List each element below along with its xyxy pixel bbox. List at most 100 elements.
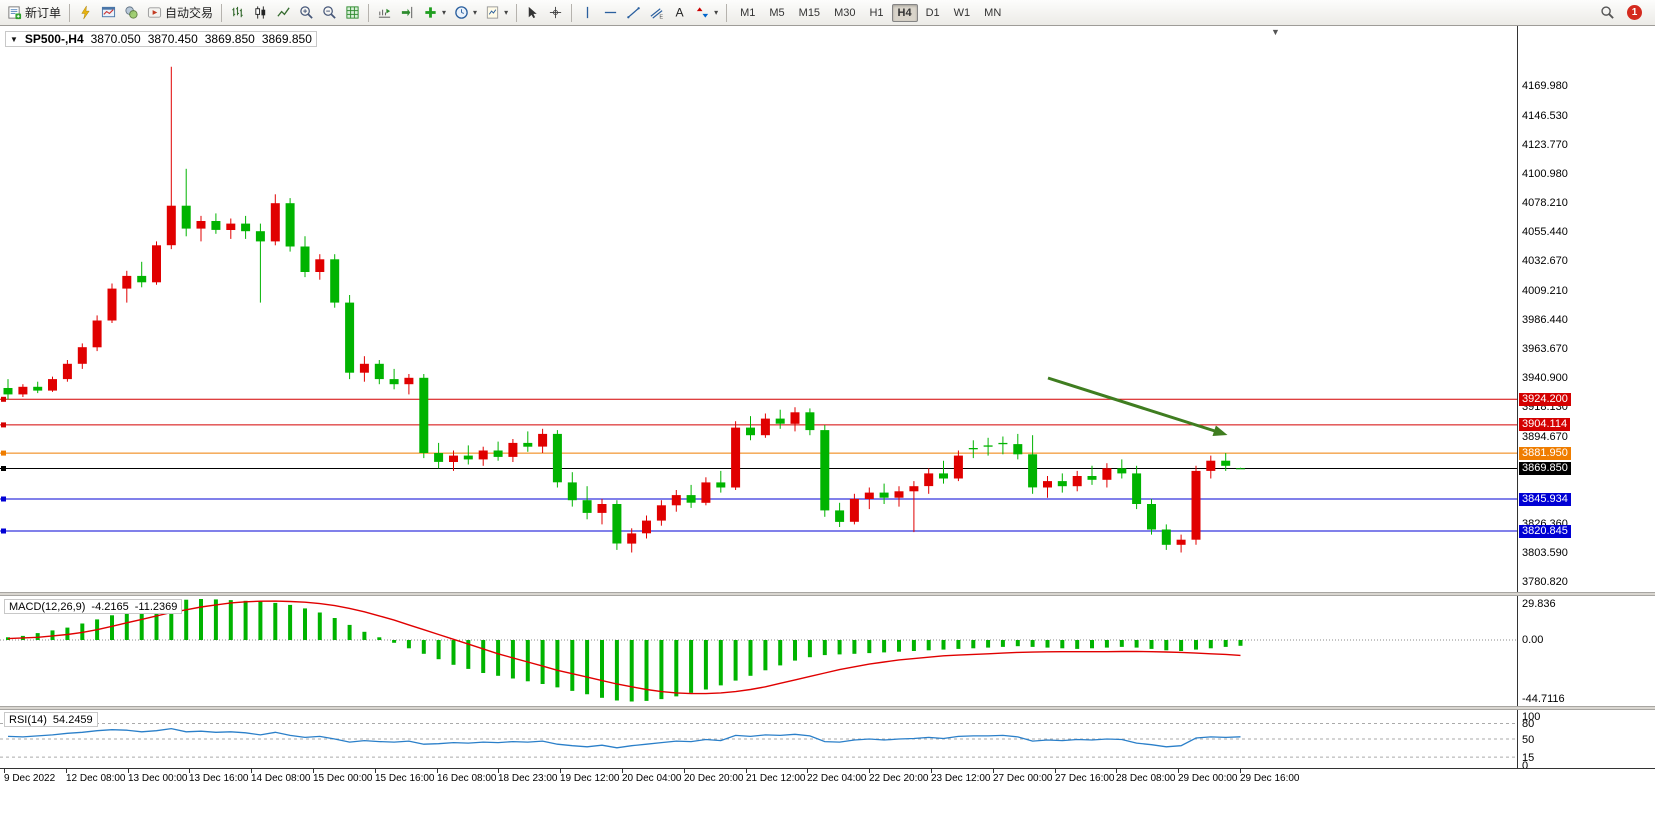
candle-body [924, 473, 934, 487]
zoom-out-button[interactable] [318, 2, 341, 24]
candle-body [359, 363, 369, 373]
metaeditor-button[interactable] [74, 2, 97, 24]
profiles-button[interactable] [120, 2, 143, 24]
chart-shift-button[interactable] [396, 2, 419, 24]
timeframe-M1[interactable]: M1 [740, 6, 756, 19]
macd-value-signal: -11.2369 [134, 601, 178, 613]
candle-body [760, 418, 770, 436]
notification-badge[interactable]: 1 [1627, 5, 1642, 20]
macd-title: MACD(12,26,9) [9, 601, 86, 613]
crosshair-button[interactable] [544, 2, 567, 24]
time-axis[interactable]: 9 Dec 2022 12 Dec 08:00 13 Dec 00:00 13 Dec… [0, 768, 1655, 827]
time-axis-label: 18 Dec 23:00 [498, 773, 558, 784]
time-axis-label: 16 Dec 08:00 [437, 773, 497, 784]
candle-body [478, 450, 488, 460]
price-axis[interactable]: 4169.980 4146.530 4123.770 4100.980 4078.210… [1518, 0, 1655, 772]
candle-body [270, 203, 280, 242]
zoom-in-button[interactable] [295, 2, 318, 24]
candle-body [538, 433, 548, 447]
timeframe-MN[interactable]: MN [984, 6, 1002, 19]
ohlc-high: 3870.450 [147, 32, 198, 46]
rsi-header[interactable]: RSI(14) 54.2459 [4, 712, 98, 727]
time-axis-tick [993, 769, 994, 773]
price-line-badge: 3845.934 [1519, 493, 1571, 506]
main-chart-canvas[interactable] [0, 26, 1517, 592]
text-icon: A [672, 5, 687, 20]
macd-panel-canvas[interactable] [0, 596, 1517, 706]
chart-shift-marker-icon[interactable]: ▼ [1271, 27, 1280, 37]
candle-body [805, 412, 815, 431]
candle-body [241, 223, 251, 232]
time-axis-label: 15 Dec 00:00 [313, 773, 373, 784]
time-axis-label: 14 Dec 08:00 [251, 773, 311, 784]
chart-window-button[interactable] [97, 2, 120, 24]
line-anchor-handle[interactable] [1, 450, 6, 456]
line-anchor-handle[interactable] [1, 396, 6, 402]
toolbar: 新订单 自动交易 ▾ ▾ ▾ E A ▾ M1 M5 M15 M30 H1 H4 D1 W1 MN 1 [0, 0, 1655, 26]
line-anchor-handle[interactable] [1, 466, 6, 471]
text-button[interactable]: A [668, 2, 691, 24]
line-chart-button[interactable] [272, 2, 295, 24]
time-axis-tick [684, 769, 685, 773]
arrows-dropdown[interactable]: ▾ [691, 2, 722, 24]
candle-body [137, 275, 147, 283]
new-order-button[interactable]: 新订单 [3, 2, 65, 24]
templates-icon [485, 5, 500, 20]
trendline-button[interactable] [622, 2, 645, 24]
candle-body [434, 453, 444, 462]
macd-value-main: -4.2165 [91, 601, 129, 613]
candles [3, 66, 1245, 553]
macd-header[interactable]: MACD(12,26,9) -4.2165 -11.2369 [4, 599, 183, 614]
timeframe-D1[interactable]: D1 [925, 6, 940, 19]
candle-body [1161, 529, 1171, 545]
chevron-down-icon: ▾ [714, 8, 719, 17]
rsi-axis-label: 100 [1522, 711, 1541, 723]
candle-body [820, 430, 830, 511]
candle-body [1013, 444, 1023, 455]
line-anchor-handle[interactable] [1, 528, 6, 534]
trend-arrow-annotation[interactable] [1047, 376, 1228, 436]
timeframe-M5[interactable]: M5 [769, 6, 785, 19]
timeframe-M30[interactable]: M30 [834, 6, 856, 19]
candle-body [18, 386, 28, 395]
indicators-dropdown[interactable]: ▾ [419, 2, 450, 24]
panel-splitter[interactable] [0, 706, 1655, 710]
cursor-button[interactable] [521, 2, 544, 24]
line-anchor-handle[interactable] [1, 496, 6, 502]
horizontal-line-button[interactable] [599, 2, 622, 24]
periods-dropdown[interactable]: ▾ [450, 2, 481, 24]
candle-body [77, 347, 87, 364]
timeframe-H1[interactable]: H1 [869, 6, 884, 19]
bar-chart-button[interactable] [226, 2, 249, 24]
toolbar-buttons: 新订单 自动交易 ▾ ▾ ▾ E A ▾ [3, 2, 731, 24]
price-axis-label: 3963.670 [1522, 343, 1568, 355]
macd-axis-label: -44.7116 [1522, 693, 1565, 705]
line-chart-icon [276, 5, 291, 20]
autoscroll-button[interactable] [373, 2, 396, 24]
line-anchor-handle[interactable] [1, 422, 6, 428]
autotrading-button[interactable]: 自动交易 [143, 2, 217, 24]
candle-body [998, 442, 1008, 445]
collapse-arrow-icon[interactable]: ▼ [10, 34, 18, 44]
candlestick-button[interactable] [249, 2, 272, 24]
channel-button[interactable]: E [645, 2, 668, 24]
symbol-search-button[interactable] [1596, 2, 1619, 24]
rsi-panel-canvas[interactable] [0, 710, 1517, 768]
tile-windows-button[interactable] [341, 2, 364, 24]
timeframe-H4[interactable]: H4 [891, 3, 918, 22]
timeframe-M15[interactable]: M15 [798, 6, 821, 19]
timeframe-W1[interactable]: W1 [953, 6, 971, 19]
vertical-line-button[interactable] [576, 2, 599, 24]
candle-body [627, 533, 637, 544]
price-axis-label: 3894.670 [1522, 431, 1568, 443]
candle-body [330, 259, 340, 303]
time-axis-tick [4, 769, 5, 773]
timeframe-toolbar: M1 M5 M15 M30 H1 H4 D1 W1 MN [733, 3, 1008, 22]
price-axis-label: 3940.900 [1522, 372, 1568, 384]
time-axis-tick [560, 769, 561, 773]
templates-dropdown[interactable]: ▾ [481, 2, 512, 24]
candle-body [983, 445, 993, 447]
candle-body [1176, 539, 1186, 545]
candle-body [671, 495, 681, 506]
panel-splitter[interactable] [0, 592, 1655, 596]
